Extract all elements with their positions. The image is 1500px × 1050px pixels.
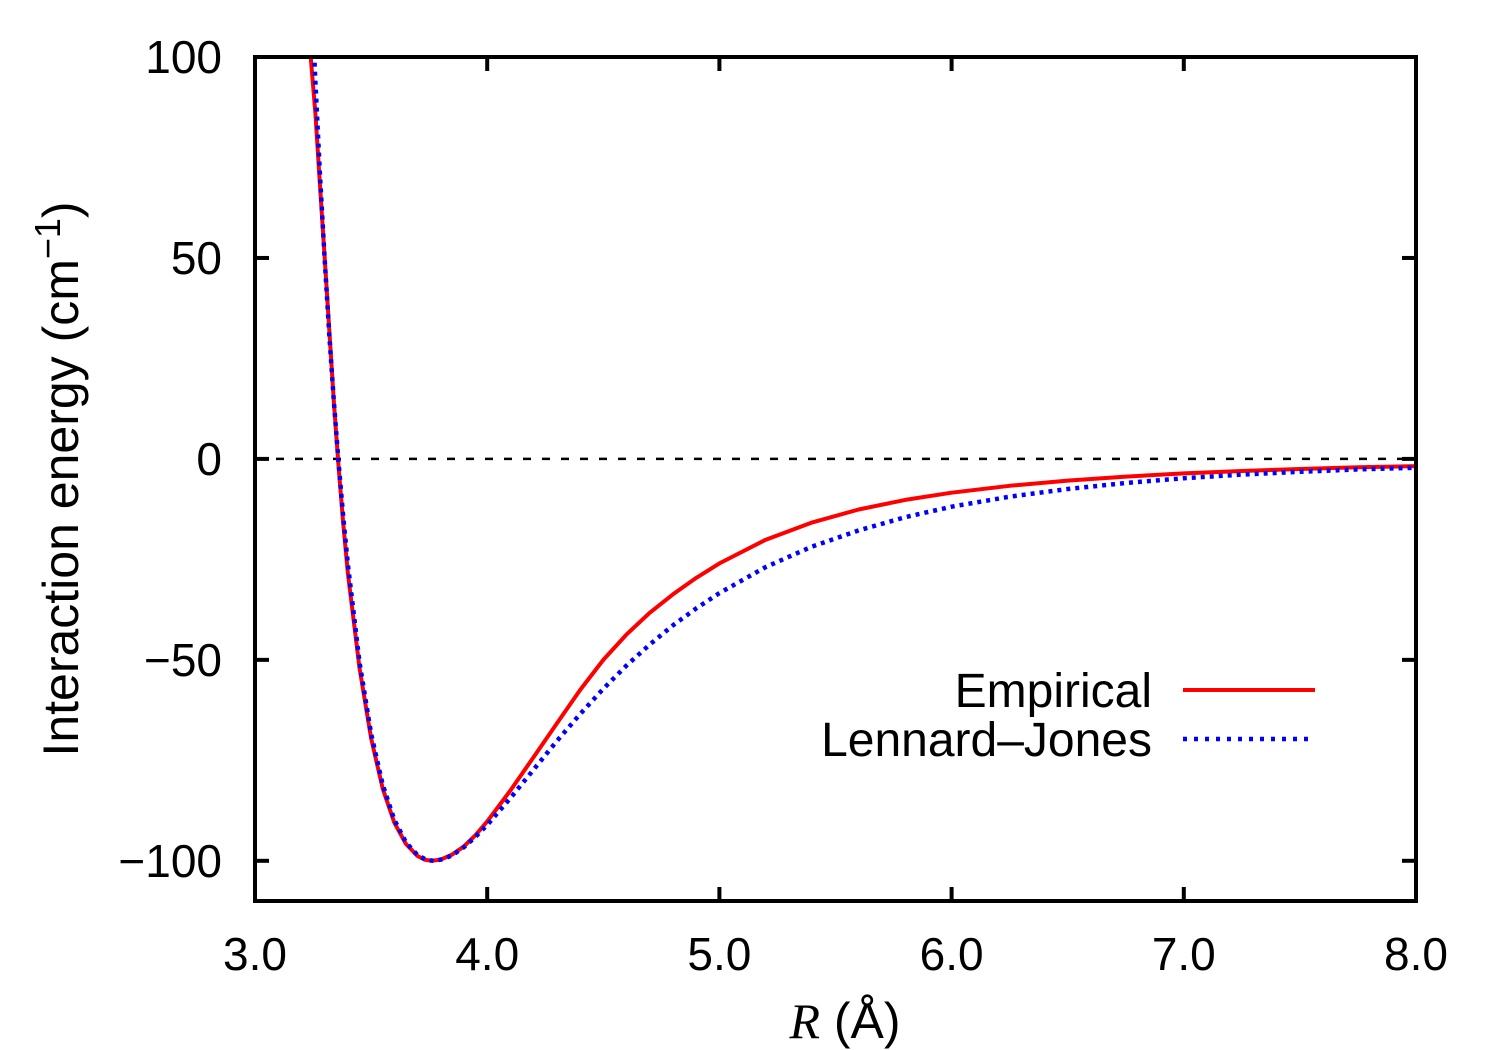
y-tick-label: −100: [118, 835, 222, 887]
x-tick-label: 7.0: [1152, 928, 1216, 980]
x-axis-title: R (Å): [788, 993, 900, 1049]
y-axis-title-superscript: −1: [27, 218, 68, 259]
x-tick-label: 6.0: [920, 928, 984, 980]
x-axis-variable: R: [788, 993, 820, 1049]
plot-border: [253, 55, 1418, 903]
x-tick-label: 8.0: [1384, 928, 1448, 980]
legend-label-lennard-jones: Lennard–Jones: [821, 714, 1152, 767]
curve-lennard-jones: [312, 57, 1416, 864]
x-tick-label: 5.0: [687, 928, 751, 980]
y-axis-title-main: Interaction energy (cm: [33, 259, 89, 756]
legend-label-empirical: Empirical: [955, 665, 1152, 718]
x-tick-label: 4.0: [455, 928, 519, 980]
y-axis-title-close: ): [33, 201, 89, 218]
y-tick-label: 50: [171, 232, 222, 284]
y-tick-label: −50: [144, 634, 222, 686]
x-tick-label: 3.0: [223, 928, 287, 980]
x-axis-units: (Å): [820, 993, 901, 1049]
y-axis-title: Interaction energy (cm−1): [27, 201, 89, 756]
y-tick-label: 100: [145, 31, 222, 83]
legend: Empirical Lennard–Jones: [821, 665, 1315, 767]
y-tick-label: 0: [196, 433, 222, 485]
